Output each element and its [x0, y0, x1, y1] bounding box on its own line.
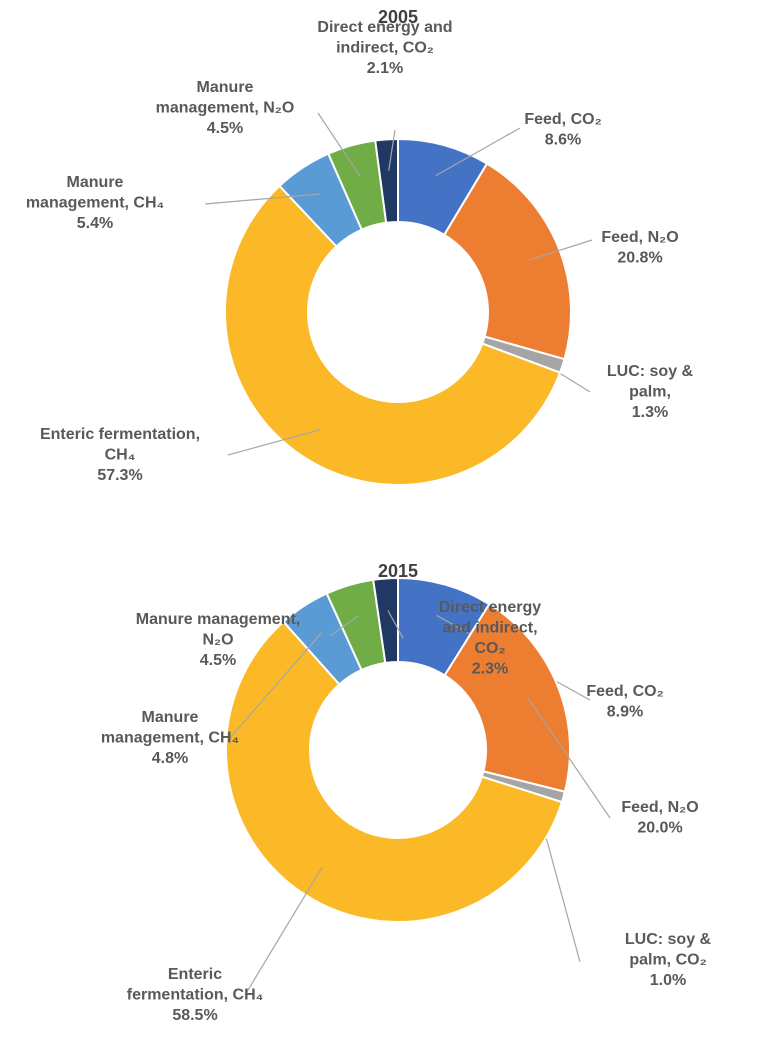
slice-label: LUC: soy & palm, — [607, 363, 694, 401]
leader-line — [329, 615, 359, 637]
slice-label: Enteric fermentation, CH₄ — [127, 966, 264, 1004]
slice-label: Direct energy and indirect, CO₂ — [317, 19, 452, 57]
slice-label: Manure management, N₂O — [136, 611, 300, 649]
leader-line — [229, 632, 322, 739]
donut-slice — [225, 620, 564, 923]
slice-value-label: 4.5% — [200, 652, 236, 669]
slice-label: Feed, CO₂ — [524, 111, 601, 128]
donut-slice — [443, 602, 571, 793]
slice-value-label: 5.4% — [77, 215, 113, 232]
slice-value-label: 20.8% — [617, 250, 662, 267]
slice-value-label: 57.3% — [97, 467, 142, 484]
leader-line — [435, 127, 521, 177]
slice-value-label: 2.1% — [367, 60, 403, 77]
slice-label: LUC: soy & palm, CO₂ — [625, 931, 712, 969]
slice-label: Feed, N₂O — [601, 229, 678, 246]
leader-line — [527, 697, 611, 819]
slice-value-label: 1.0% — [650, 972, 686, 989]
slice-value-label: 2.3% — [472, 661, 508, 678]
leader-line — [387, 610, 404, 639]
leader-line — [388, 129, 396, 171]
slice-label: Enteric fermentation, CH₄ — [40, 426, 200, 464]
slice-label: Manure management, CH₄ — [26, 174, 164, 212]
donut-slice — [374, 137, 399, 224]
slice-value-label: 8.6% — [545, 132, 581, 149]
leader-line — [532, 355, 591, 393]
leader-line — [227, 429, 320, 456]
leader-line — [529, 239, 593, 261]
slice-value-label: 8.9% — [607, 704, 643, 721]
leader-line — [244, 867, 323, 996]
donut-slice — [372, 576, 399, 665]
donut-slice — [224, 184, 562, 486]
slice-label: Manure management, N₂O — [156, 79, 295, 117]
slice-label: Manure management, CH₄ — [101, 709, 239, 747]
slice-value-label: 1.3% — [632, 404, 668, 421]
leader-line — [204, 193, 320, 205]
slice-value-label: 4.5% — [207, 120, 243, 137]
leader-line — [317, 112, 361, 177]
slice-label: Direct energy and indirect, CO₂ — [439, 599, 541, 657]
slice-value-label: 20.0% — [637, 820, 682, 837]
slice-label: Feed, N₂O — [621, 799, 698, 816]
slice-value-label: 58.5% — [172, 1007, 217, 1024]
slice-label: Feed, CO₂ — [586, 683, 663, 700]
donut-slice — [442, 162, 572, 361]
chart-title: 2015 — [378, 561, 418, 581]
slice-value-label: 4.8% — [152, 750, 188, 767]
chart-title: 2005 — [378, 7, 418, 27]
